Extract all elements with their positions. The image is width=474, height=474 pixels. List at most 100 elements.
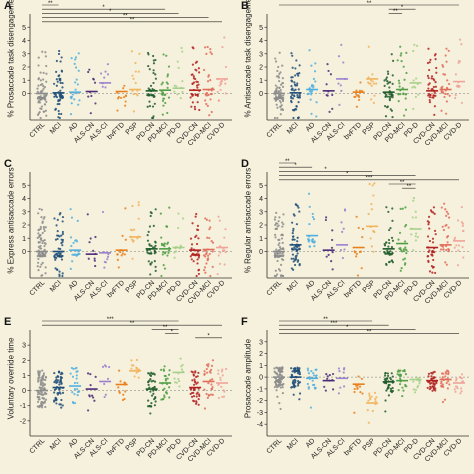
data-point [325,255,328,258]
data-point [297,384,300,387]
data-point [43,244,46,248]
bracket-label: ** [285,159,290,165]
data-point [308,245,312,248]
data-point [55,224,58,227]
y-tick-label: 2 [259,65,263,72]
data-point [138,52,141,55]
data-point [134,61,137,65]
data-point [401,207,404,210]
data-point [340,43,343,46]
data-point [132,77,135,80]
data-point [428,270,432,273]
data-point [45,114,48,117]
data-point [275,227,279,230]
data-point [60,382,63,385]
data-point [441,225,444,228]
data-point [454,385,458,388]
data-point [149,84,153,87]
data-point [453,238,456,241]
data-point [372,250,375,253]
data-point [292,116,295,120]
data-point [274,233,277,236]
x-tick-label: AD [305,121,317,133]
data-point [124,238,127,241]
data-point [41,393,44,396]
data-point [39,237,43,240]
data-point [42,110,45,113]
data-point [122,393,125,396]
data-point [297,248,300,251]
data-point [387,72,390,75]
data-point [58,102,61,106]
data-point [175,381,178,384]
data-point [274,223,277,227]
data-point [121,234,124,237]
data-point [400,266,403,270]
data-point [42,87,45,90]
data-point [44,51,47,54]
data-point [190,105,193,108]
data-point [398,85,401,88]
data-point [166,111,169,115]
data-point [133,228,136,231]
data-point [132,364,135,367]
data-point [296,379,300,383]
data-point [399,375,402,378]
data-point [197,237,200,240]
data-point [341,230,344,233]
data-point [432,382,436,385]
data-point [37,245,40,248]
data-point [203,373,206,376]
data-point [38,398,41,401]
data-point [45,72,48,75]
data-point [130,50,133,53]
data-point [427,87,430,90]
data-point [45,100,48,103]
data-point [77,52,80,55]
data-point [280,274,283,277]
data-point [310,93,313,96]
data-point [153,259,156,263]
data-point [41,375,44,378]
data-point [369,237,372,240]
data-point [57,112,61,115]
data-point [61,404,64,407]
data-point [274,60,278,63]
data-point [460,373,464,376]
data-point [150,261,153,264]
data-point [387,238,391,242]
data-point [209,393,213,396]
data-point [218,219,221,222]
data-point [71,93,75,96]
data-point [361,227,365,231]
data-point [441,245,445,248]
data-point [295,84,299,87]
data-point [60,398,63,402]
data-point [298,392,302,395]
data-point [224,92,227,95]
data-point [53,400,56,403]
panel-letter: F [241,316,248,328]
data-point [166,75,169,78]
data-point [168,386,171,389]
data-point [151,116,155,120]
data-point [353,95,356,99]
data-point [61,244,64,247]
data-point [194,215,197,218]
bracket-label: * [401,5,404,11]
data-point [56,230,59,233]
data-point [163,374,166,378]
data-point [160,236,163,239]
data-point [441,64,444,67]
data-point [431,389,434,392]
data-point [295,203,298,207]
data-point [58,403,61,406]
data-point [117,95,120,99]
data-point [106,255,110,258]
data-point [37,378,40,381]
data-point [281,221,284,224]
data-point [198,393,201,396]
data-point [37,269,40,272]
data-point [161,113,164,116]
data-point [461,245,464,249]
